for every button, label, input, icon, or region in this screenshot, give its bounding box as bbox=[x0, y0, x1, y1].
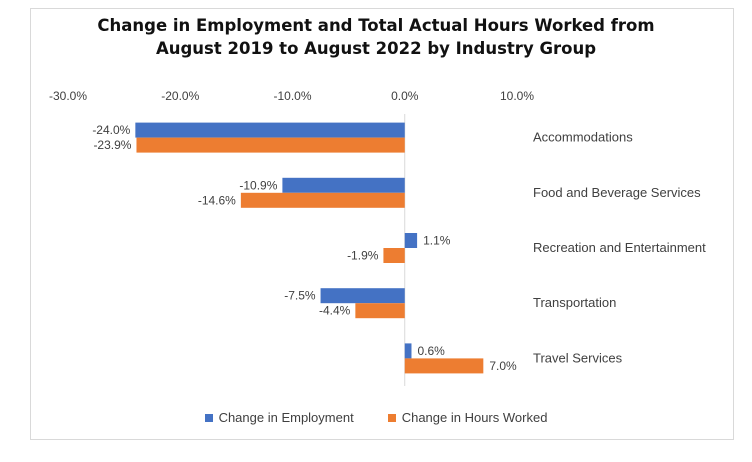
chart-legend: Change in Employment Change in Hours Wor… bbox=[0, 410, 752, 425]
chart-frame bbox=[30, 8, 734, 440]
data-label: 0.6% bbox=[417, 344, 445, 358]
bar-hours bbox=[383, 248, 405, 263]
x-tick-label: -30.0% bbox=[49, 89, 87, 103]
x-tick-label: 0.0% bbox=[391, 89, 419, 103]
legend-item-hours: Change in Hours Worked bbox=[387, 410, 548, 425]
legend-item-employment: Change in Employment bbox=[204, 410, 354, 425]
bar-employment bbox=[320, 288, 405, 304]
data-label: 1.1% bbox=[423, 234, 451, 248]
data-label: -1.9% bbox=[347, 249, 379, 263]
category-label: Transportation bbox=[533, 295, 616, 310]
data-label: -7.5% bbox=[284, 289, 316, 303]
x-tick-label: 10.0% bbox=[500, 89, 534, 103]
bar-employment bbox=[404, 233, 418, 248]
category-label: Travel Services bbox=[533, 350, 623, 365]
bar-employment bbox=[135, 122, 405, 138]
data-label: -10.9% bbox=[239, 178, 277, 192]
data-label: -4.4% bbox=[319, 304, 351, 318]
data-label: 7.0% bbox=[489, 359, 517, 373]
data-label: -14.6% bbox=[198, 193, 236, 207]
legend-swatch-employment bbox=[204, 413, 213, 422]
legend-label-hours: Change in Hours Worked bbox=[401, 410, 548, 425]
data-label: -24.0% bbox=[92, 123, 130, 137]
bar-employment bbox=[404, 343, 412, 359]
x-tick-label: -20.0% bbox=[161, 89, 199, 103]
category-label: Food and Beverage Services bbox=[533, 185, 701, 200]
bar-hours bbox=[355, 303, 405, 319]
x-tick-label: -10.0% bbox=[273, 89, 311, 103]
legend-swatch-hours bbox=[387, 413, 396, 422]
chart-title-line-1: Change in Employment and Total Actual Ho… bbox=[97, 16, 655, 35]
bar-employment bbox=[282, 177, 405, 193]
bar-hours bbox=[404, 358, 484, 374]
chart-title-line-2: August 2019 to August 2022 by Industry G… bbox=[155, 39, 597, 58]
chart-title: Change in Employment and Total Actual Ho… bbox=[0, 14, 752, 60]
data-label: -23.9% bbox=[93, 138, 131, 152]
category-label: Accommodations bbox=[533, 130, 633, 145]
bar-hours bbox=[240, 192, 405, 208]
category-label: Recreation and Entertainment bbox=[533, 240, 706, 255]
bar-hours bbox=[136, 137, 405, 153]
legend-label-employment: Change in Employment bbox=[218, 410, 354, 425]
